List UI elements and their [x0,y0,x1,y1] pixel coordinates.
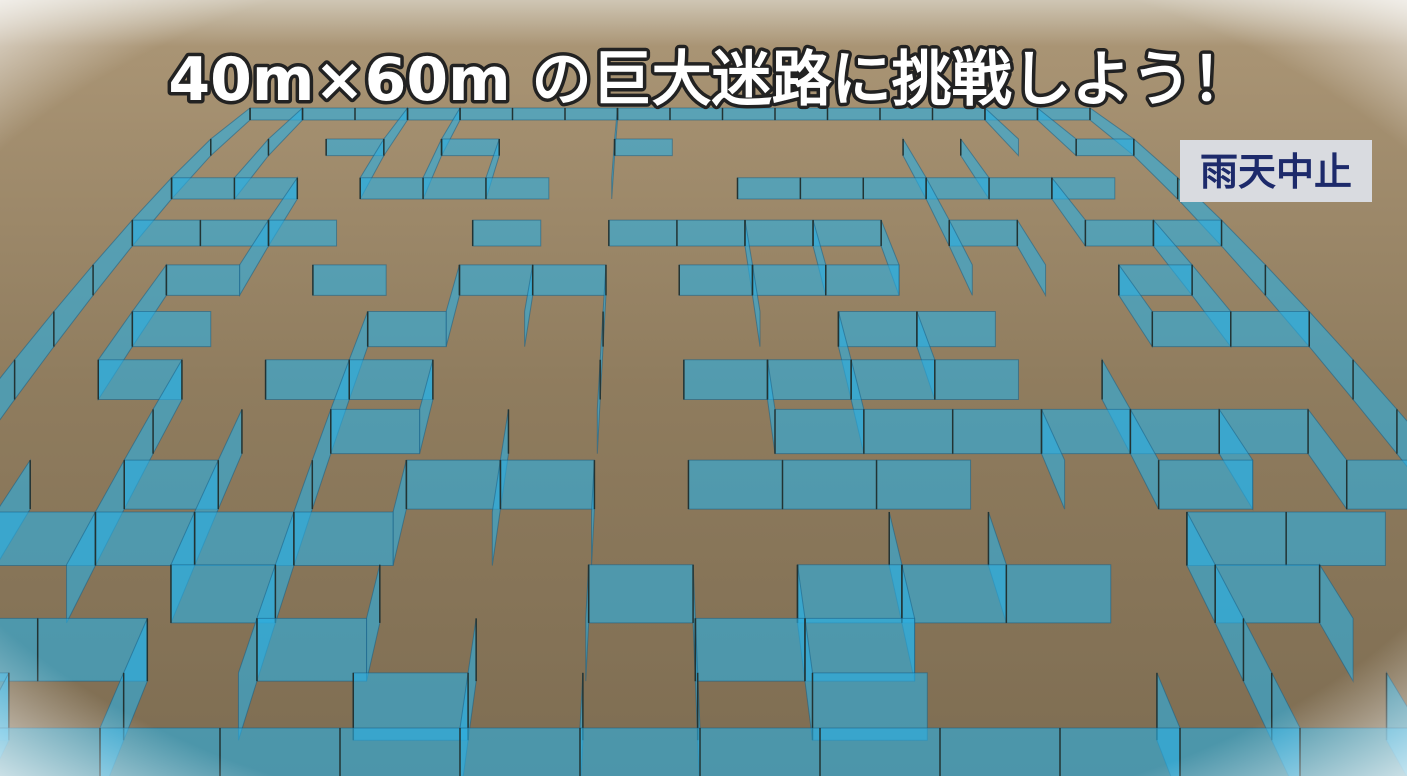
headline: 40m×60m の巨大迷路に挑戦しよう！ [168,45,1251,115]
badge-text: 雨天中止 [1200,150,1352,194]
badge-box [1180,140,1372,202]
